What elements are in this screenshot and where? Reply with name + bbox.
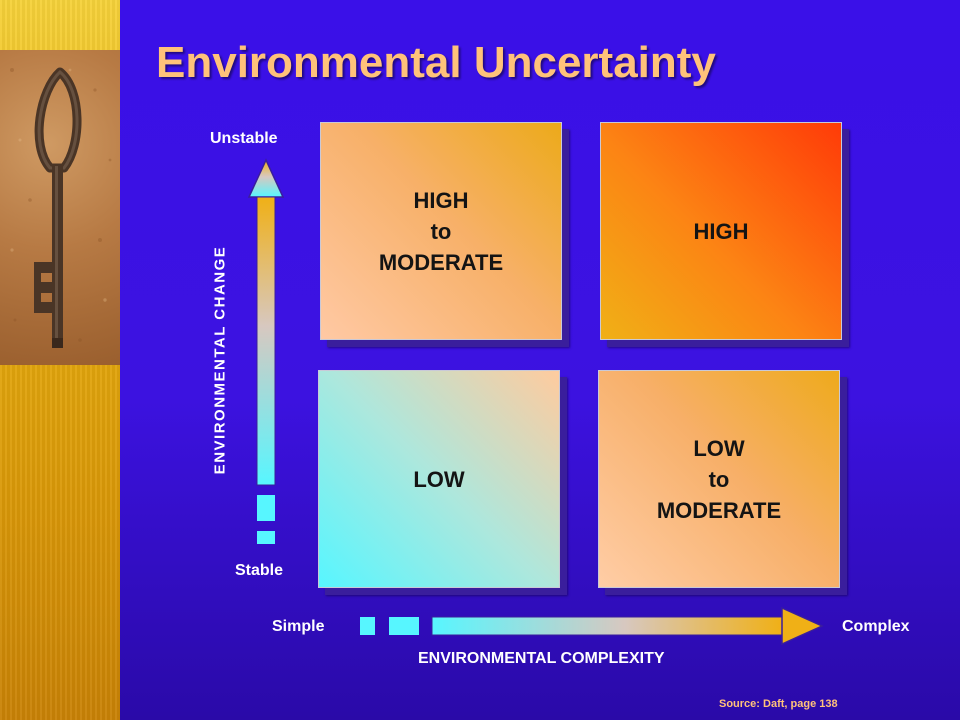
slide-title: Environmental Uncertainty	[156, 38, 716, 87]
quadrant-label: HIGH	[693, 218, 749, 244]
environmental-change-label: ENVIRONMENTAL CHANGE	[211, 245, 229, 475]
complex-label: Complex	[842, 618, 910, 635]
environmental-complexity-arrow	[360, 606, 824, 646]
quadrant-high: HIGH	[600, 122, 842, 340]
environmental-complexity-label: ENVIRONMENTAL COMPLEXITY	[418, 650, 665, 667]
quadrant-low: LOW	[318, 370, 560, 588]
quadrant-low-to-moderate: LOW to MODERATE	[598, 370, 840, 588]
quadrant-label: HIGH to MODERATE	[378, 187, 504, 275]
environmental-change-arrow	[247, 158, 285, 544]
old-key-icon	[0, 50, 120, 365]
unstable-label: Unstable	[210, 130, 278, 147]
source-note: Source: Daft, page 138	[719, 698, 838, 710]
quadrant-high-to-moderate: HIGH to MODERATE	[320, 122, 562, 340]
stable-label: Stable	[235, 562, 284, 579]
simple-label: Simple	[272, 618, 325, 635]
quadrant-label: LOW	[413, 466, 465, 492]
quadrant-label: LOW to MODERATE	[656, 435, 782, 523]
